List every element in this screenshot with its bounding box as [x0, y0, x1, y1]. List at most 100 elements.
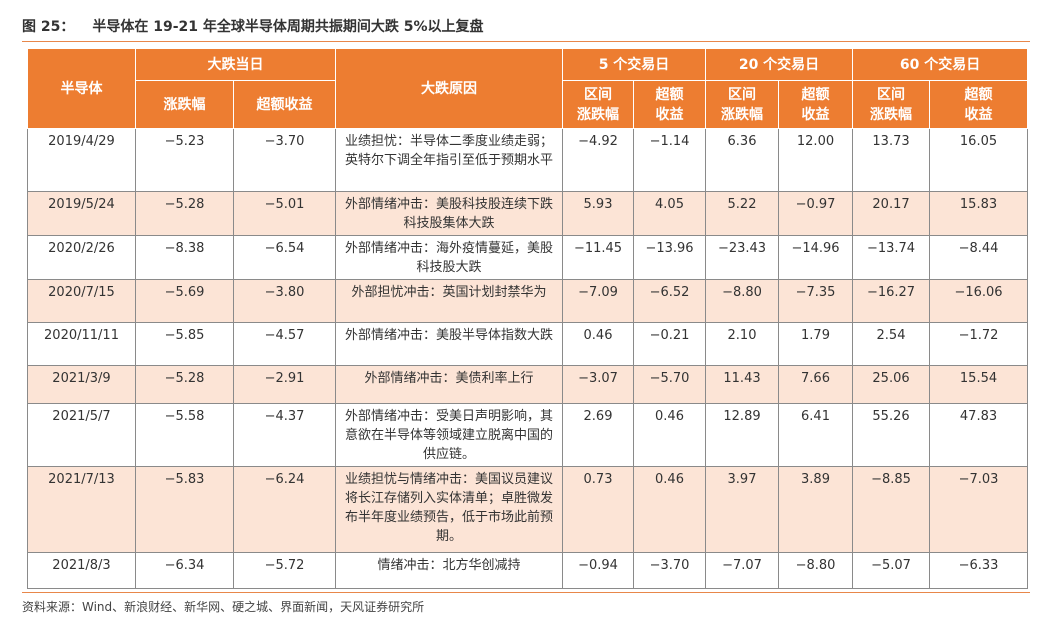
header-drop-day: 大跌当日 [135, 48, 336, 81]
header-change: 涨跌幅 [135, 80, 234, 129]
cell-60d-excess: −1.72 [929, 322, 1029, 366]
cell-60d-change: −13.74 [852, 235, 931, 280]
cell-5d-change: −4.92 [562, 128, 634, 192]
cell-20d-excess: 7.66 [777, 365, 854, 404]
figure-caption: 图 25： 半导体在 19-21 年全球半导体周期共振期间大跌 5%以上复盘 [22, 16, 484, 36]
cell-5d-excess: −6.52 [633, 279, 706, 323]
cell-20d-excess: 3.89 [777, 466, 854, 553]
cell-20d-change: −7.07 [705, 552, 779, 589]
cell-5d-excess: −0.21 [633, 322, 706, 366]
cell-excess: −5.72 [233, 552, 336, 589]
cell-reason: 外部情绪冲击：海外疫情蔓延，美股科技股大跌 [335, 235, 563, 280]
cell-reason: 外部情绪冲击：受美日声明影响，其意欲在半导体等领域建立脱离中国的供应链。 [335, 403, 563, 467]
cell-60d-excess: 15.83 [929, 191, 1029, 236]
header-20d-interval-change: 区间 涨跌幅 [705, 80, 779, 129]
cell-20d-excess: −0.97 [777, 191, 854, 236]
source-note: 资料来源：Wind、新浪财经、新华网、硬之城、界面新闻，天风证券研究所 [22, 600, 425, 614]
cell-5d-excess: 4.05 [633, 191, 706, 236]
cell-20d-change: 5.22 [705, 191, 779, 236]
cell-20d-change: 2.10 [705, 322, 779, 366]
cell-date: 2021/7/13 [27, 466, 136, 553]
cell-change: −5.69 [135, 279, 234, 323]
cell-reason: 情绪冲击：北方华创减持 [335, 552, 563, 589]
header-60d-excess: 超额 收益 [929, 80, 1029, 129]
header-20d-interval-line2: 涨跌幅 [721, 106, 763, 123]
cell-change: −5.23 [135, 128, 234, 192]
cell-5d-excess: −5.70 [633, 365, 706, 404]
cell-5d-excess: 0.46 [633, 403, 706, 467]
cell-excess: −5.01 [233, 191, 336, 236]
cell-20d-change: 3.97 [705, 466, 779, 553]
cell-date: 2020/11/11 [27, 322, 136, 366]
cell-date: 2021/3/9 [27, 365, 136, 404]
header-row-2: 涨跌幅 超额收益 区间 涨跌幅 超额 收益 区间 涨跌幅 超额 收益 区间 涨跌幅 超额收… [28, 80, 1029, 129]
cell-5d-change: 2.69 [562, 403, 634, 467]
cell-excess: −3.80 [233, 279, 336, 323]
cell-20d-change: −23.43 [705, 235, 779, 280]
table-row: 2019/4/29 −5.23 −3.70 业绩担忧：半导体二季度业绩走弱；英特… [27, 128, 1029, 192]
cell-change: −8.38 [135, 235, 234, 280]
cell-5d-change: 0.46 [562, 322, 634, 366]
header-5d-interval-change: 区间 涨跌幅 [562, 80, 634, 129]
cell-reason: 外部担忧冲击：英国计划封禁华为 [335, 279, 563, 323]
header-semiconductor: 半导体 [27, 48, 136, 129]
cell-date: 2019/4/29 [27, 128, 136, 192]
cell-60d-change: 2.54 [852, 322, 931, 366]
cell-reason: 业绩担忧与情绪冲击：美国议员建议将长江存储列入实体清单；卓胜微发布半年度业绩预告… [335, 466, 563, 553]
header-5d-interval-line2: 涨跌幅 [577, 106, 619, 123]
cell-change: −5.58 [135, 403, 234, 467]
cell-20d-excess: 12.00 [777, 128, 854, 192]
cell-20d-change: 12.89 [705, 403, 779, 467]
cell-5d-excess: −13.96 [633, 235, 706, 280]
table-row: 2020/2/26 −8.38 −6.54 外部情绪冲击：海外疫情蔓延，美股科技… [27, 235, 1029, 280]
header-5d-interval-line1: 区间 [584, 86, 612, 103]
cell-20d-excess: 6.41 [777, 403, 854, 467]
cell-excess: −6.54 [233, 235, 336, 280]
cell-60d-excess: −7.03 [929, 466, 1029, 553]
cell-5d-change: −0.94 [562, 552, 634, 589]
header-60d-interval-line1: 区间 [877, 86, 906, 103]
cell-60d-excess: −8.44 [929, 235, 1029, 280]
header-20d-excess-line1: 超额 [801, 86, 830, 103]
cell-20d-change: −8.80 [705, 279, 779, 323]
cell-20d-excess: −7.35 [777, 279, 854, 323]
header-reason: 大跌原因 [335, 48, 563, 129]
cell-60d-change: 13.73 [852, 128, 931, 192]
table-row: 2020/7/15 −5.69 −3.80 外部担忧冲击：英国计划封禁华为 −7… [27, 279, 1029, 323]
header-5d-excess: 超额 收益 [633, 80, 706, 129]
cell-20d-change: 11.43 [705, 365, 779, 404]
cell-change: −5.83 [135, 466, 234, 553]
header-20-days: 20 个交易日 [704, 48, 854, 81]
cell-60d-change: −5.07 [852, 552, 931, 589]
cell-5d-excess: −3.70 [633, 552, 706, 589]
cell-5d-excess: −1.14 [633, 128, 706, 192]
cell-reason: 外部情绪冲击：美债利率上行 [335, 365, 563, 404]
cell-5d-change: −11.45 [562, 235, 634, 280]
cell-change: −5.28 [135, 191, 234, 236]
cell-60d-change: −16.27 [852, 279, 931, 323]
cell-reason: 业绩担忧：半导体二季度业绩走弱；英特尔下调全年指引至低于预期水平 [335, 128, 563, 192]
header-20d-excess: 超额 收益 [777, 80, 854, 129]
table-row: 2021/5/7 −5.58 −4.37 外部情绪冲击：受美日声明影响，其意欲在… [27, 403, 1029, 467]
cell-20d-excess: −8.80 [777, 552, 854, 589]
cell-60d-change: 55.26 [852, 403, 931, 467]
cell-excess: −4.57 [233, 322, 336, 366]
table-row: 2021/8/3 −6.34 −5.72 情绪冲击：北方华创减持 −0.94 −… [27, 552, 1029, 589]
cell-5d-excess: 0.46 [633, 466, 706, 553]
cell-change: −5.28 [135, 365, 234, 404]
header-excess: 超额收益 [233, 80, 336, 129]
figure-number: 图 25： [22, 19, 75, 35]
header-60d-excess-line2: 收益 [964, 106, 993, 123]
header-60d-interval-change: 区间 涨跌幅 [852, 80, 931, 129]
header-row-1: 半导体 大跌当日 大跌原因 5 个交易日 20 个交易日 60 个交易日 [27, 48, 1029, 129]
cell-20d-excess: 1.79 [777, 322, 854, 366]
cell-date: 2021/5/7 [27, 403, 136, 467]
cell-20d-change: 6.36 [705, 128, 779, 192]
cell-5d-change: −3.07 [562, 365, 634, 404]
cell-60d-excess: 16.05 [929, 128, 1029, 192]
table-row: 2021/7/13 −5.83 −6.24 业绩担忧与情绪冲击：美国议员建议将长… [27, 466, 1029, 553]
cell-60d-excess: −6.33 [929, 552, 1029, 589]
header-5-days: 5 个交易日 [562, 48, 706, 81]
cell-5d-change: 0.73 [562, 466, 634, 553]
cell-change: −5.85 [135, 322, 234, 366]
